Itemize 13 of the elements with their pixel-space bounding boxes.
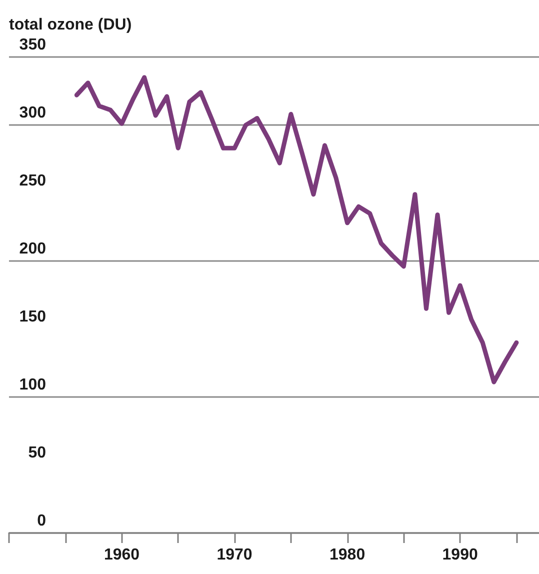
y-tick-label: 300	[19, 104, 46, 122]
x-tick-label: 1970	[216, 546, 252, 564]
y-tick-label: 100	[19, 376, 46, 394]
x-tick-label: 1980	[330, 546, 366, 564]
y-tick-label: 50	[28, 444, 46, 462]
y-tick-label: 250	[19, 172, 46, 190]
y-tick-label: 350	[19, 36, 46, 54]
y-tick-label: 0	[37, 512, 46, 530]
y-axis-title: total ozone (DU)	[9, 16, 132, 34]
y-tick-label: 150	[19, 308, 46, 326]
x-tick-label: 1990	[442, 546, 478, 564]
y-tick-label: 200	[19, 240, 46, 258]
x-tick-label: 1960	[104, 546, 140, 564]
